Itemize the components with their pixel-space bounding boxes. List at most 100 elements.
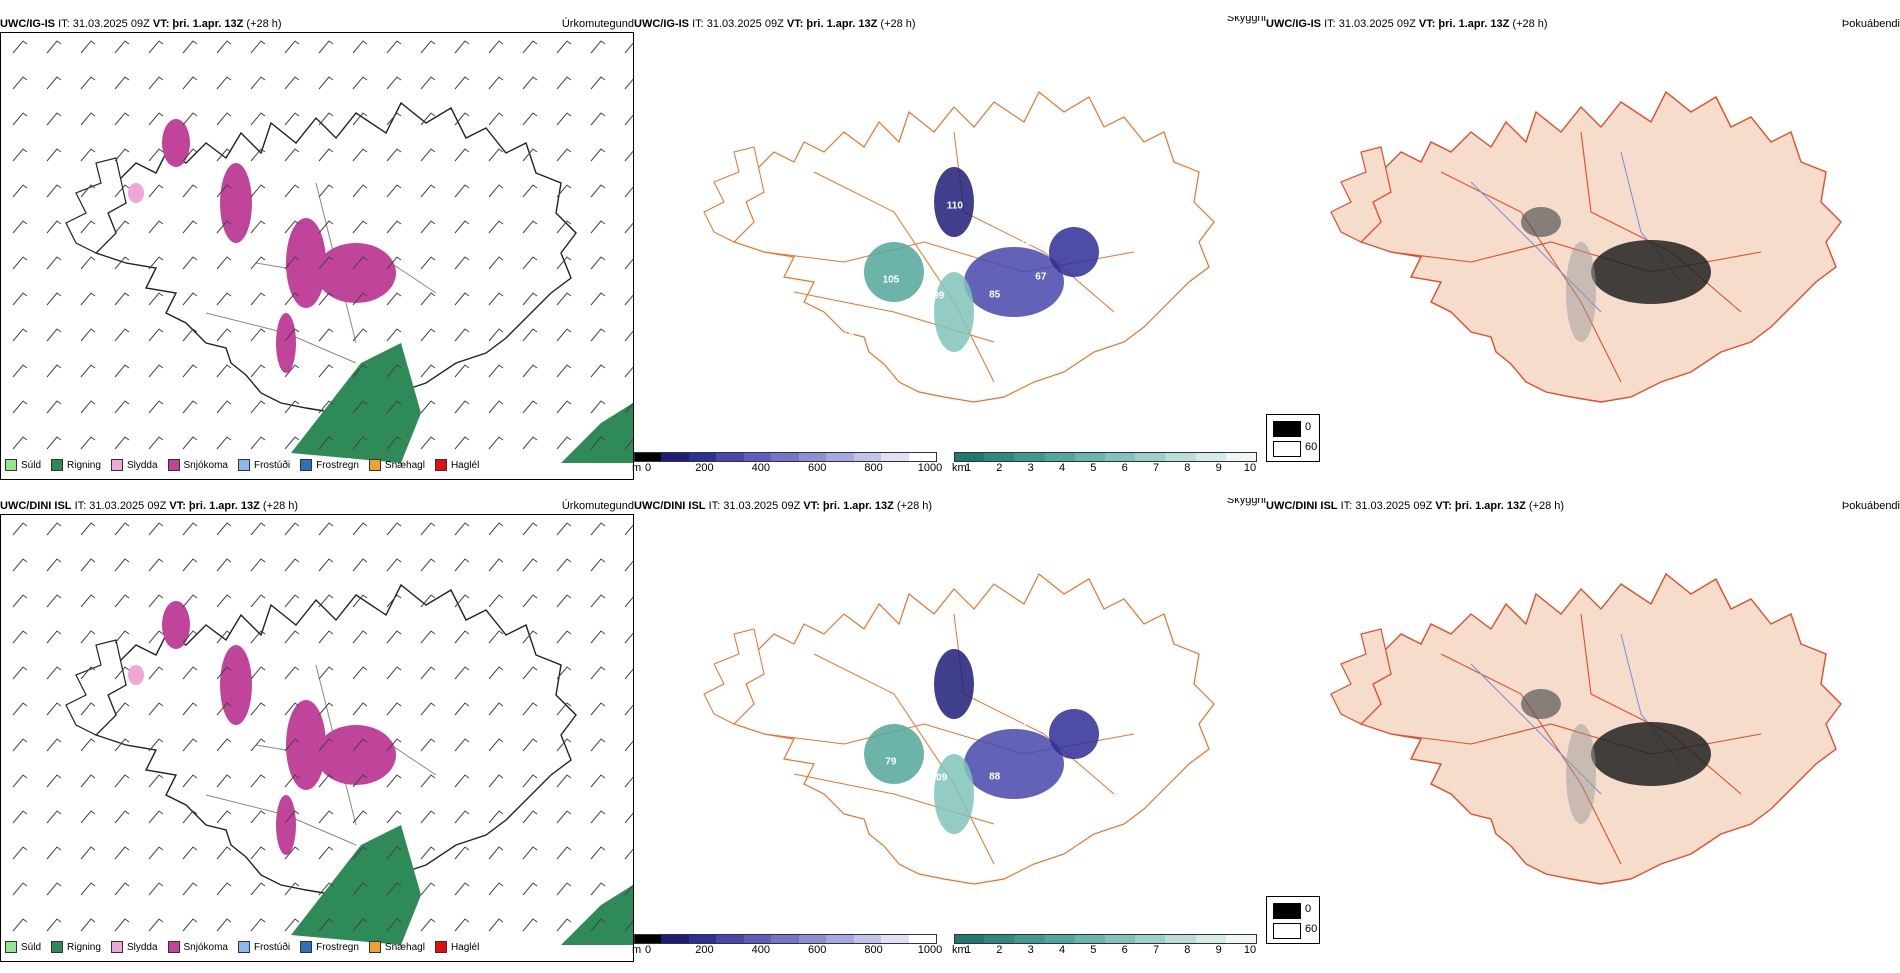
ceiling-colorbar-tick: 400 — [751, 944, 770, 956]
wind-barb — [148, 558, 164, 572]
wind-barb — [148, 810, 164, 824]
wind-barb — [114, 702, 130, 716]
wind-barb — [284, 846, 300, 860]
wind-barb — [250, 558, 266, 572]
precip-legend-item: Snæhagl — [368, 941, 425, 953]
wind-barb — [488, 846, 504, 860]
wind-barb — [46, 184, 62, 198]
ceiling-value-label: 67 — [1035, 271, 1047, 283]
wind-barb — [284, 328, 300, 342]
wind-barb — [624, 220, 640, 234]
precip-type-panel: UWC/DINI ISL IT: 31.03.2025 09Z VT: þri.… — [0, 498, 640, 968]
visibility-colorbar-swatch — [1165, 452, 1197, 462]
wind-barb — [114, 220, 130, 234]
wind-barb — [386, 220, 402, 234]
wind-barb — [148, 630, 164, 644]
wind-barb — [318, 220, 334, 234]
precip-legend-label: Snæhagl — [384, 459, 425, 471]
fog-area — [1521, 689, 1561, 719]
precip-type-panel: UWC/IG-IS IT: 31.03.2025 09Z VT: þri. 1.… — [0, 16, 640, 486]
precip-legend-swatch — [300, 941, 313, 953]
wind-barb — [216, 558, 232, 572]
wind-barb — [556, 702, 572, 716]
wind-barb — [250, 810, 266, 824]
wind-barb — [488, 738, 504, 752]
wind-barb — [556, 882, 572, 896]
wind-barb — [352, 594, 368, 608]
visibility-colorbar-swatch — [1014, 452, 1046, 462]
wind-barb — [148, 220, 164, 234]
ceiling-colorbar-swatch — [634, 934, 664, 944]
wind-barb — [46, 882, 62, 896]
visibility-colorbar-unit: km — [952, 462, 967, 474]
wind-barb — [624, 256, 640, 270]
snow-area — [286, 218, 326, 308]
ceiling-colorbar-swatch — [798, 452, 828, 462]
wind-barb — [522, 522, 538, 536]
low-ceiling-area — [1049, 227, 1099, 277]
wind-barb — [12, 702, 28, 716]
wind-barb — [522, 702, 538, 716]
wind-barb — [80, 666, 96, 680]
wind-barb — [148, 256, 164, 270]
visibility-colorbar-tick: 10 — [1243, 944, 1257, 956]
low-ceiling-area — [934, 754, 974, 834]
wind-barb — [216, 256, 232, 270]
visibility-colorbar-swatch — [984, 934, 1016, 944]
ceiling-colorbar-swatch — [634, 452, 664, 462]
wind-barb — [318, 40, 334, 54]
ceiling-colorbar-swatch — [881, 934, 910, 944]
wind-barb — [148, 774, 164, 788]
wind-barb — [488, 666, 504, 680]
visibility-colorbar-tick: 5 — [1090, 462, 1097, 474]
wind-barb — [12, 112, 28, 126]
wind-barb — [318, 882, 334, 896]
wind-barb — [80, 810, 96, 824]
wind-barb — [284, 882, 300, 896]
wind-barb — [80, 112, 96, 126]
wind-barb — [420, 558, 436, 572]
wind-barb — [624, 184, 640, 198]
ceiling-value-label: 129 — [767, 281, 784, 293]
wind-barb — [216, 292, 232, 306]
rain-area — [291, 825, 421, 945]
ceiling-value-label: 88 — [841, 681, 853, 693]
low-ceiling-area — [864, 724, 924, 784]
visibility-colorbar-swatch — [1135, 934, 1167, 944]
valid-label: VT: — [1435, 500, 1452, 512]
wind-barb — [522, 436, 538, 450]
wind-barb — [352, 220, 368, 234]
fog-legend-swatch-0 — [1273, 421, 1301, 437]
wind-barb — [590, 558, 606, 572]
panel-header: UWC/IG-IS IT: 31.03.2025 09Z VT: þri. 1.… — [634, 16, 1266, 32]
ceiling-colorbar-swatch — [716, 934, 745, 944]
init-time: IT: 31.03.2025 09Z — [692, 18, 784, 30]
ceiling-colorbar: m 0 200 400 600 800 1000 — [632, 452, 942, 476]
wind-barb — [386, 630, 402, 644]
ceiling-value-label: 125 — [1019, 236, 1037, 248]
wind-barb — [624, 702, 640, 716]
wind-barb — [182, 40, 198, 54]
wind-barb — [556, 256, 572, 270]
wind-barb — [114, 256, 130, 270]
ceiling-colorbar-tick: 800 — [864, 944, 883, 956]
ceiling-value-label: 54 — [985, 203, 997, 215]
precip-legend-swatch — [167, 459, 180, 471]
wind-barb — [352, 400, 368, 414]
wind-barb — [386, 328, 402, 342]
precip-legend-item: Frostregn — [300, 941, 359, 953]
wind-barb — [114, 112, 130, 126]
wind-barb — [624, 76, 640, 90]
visibility-colorbar-swatch — [1014, 934, 1046, 944]
precip-legend-item: Súld — [5, 941, 41, 953]
wind-barb — [114, 184, 130, 198]
model-name: UWC/IG-IS — [634, 18, 689, 30]
valid-label: VT: — [803, 500, 820, 512]
wind-barb — [284, 292, 300, 306]
wind-barb — [284, 522, 300, 536]
wind-barb — [46, 364, 62, 378]
wind-barb — [454, 702, 470, 716]
wind-barb — [590, 846, 606, 860]
fog-area — [1591, 240, 1711, 304]
snow-area — [276, 313, 296, 373]
